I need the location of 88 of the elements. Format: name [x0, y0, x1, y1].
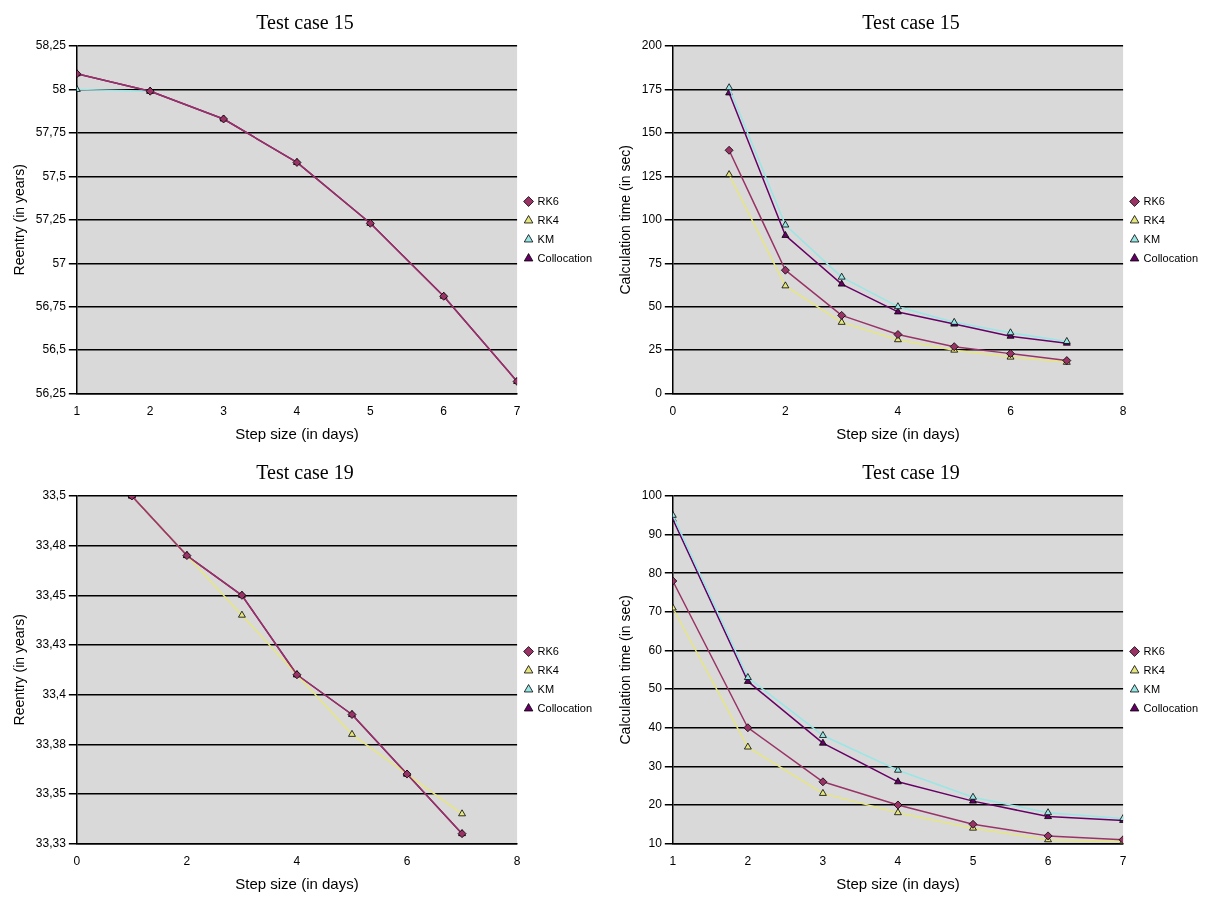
- y-tick-label: 33,43: [35, 637, 67, 652]
- y-tick-label: 33,5: [42, 488, 67, 503]
- legend-label: RK4: [537, 663, 559, 676]
- x-tick-label: 0: [73, 854, 81, 869]
- y-axis-title: Calculation time (in sec): [617, 145, 634, 295]
- x-axis-title: Step size (in days): [235, 875, 359, 893]
- legend-label: KM: [537, 682, 555, 695]
- x-tick-label: 7: [1119, 854, 1127, 869]
- y-tick-label: 33,33: [35, 835, 67, 850]
- x-tick-label: 2: [183, 854, 191, 869]
- x-tick-label: 4: [293, 404, 301, 419]
- legend-label: RK6: [1143, 194, 1165, 207]
- y-tick-label: 150: [641, 125, 663, 140]
- y-tick-label: 58: [52, 81, 67, 96]
- legend-label: RK4: [537, 213, 559, 226]
- x-tick-label: 4: [894, 854, 902, 869]
- x-tick-label: 8: [513, 854, 521, 869]
- x-tick-label: 5: [366, 404, 374, 419]
- legend-label: KM: [1143, 682, 1161, 695]
- legend-label: KM: [537, 232, 555, 245]
- y-tick-label: 50: [648, 299, 663, 314]
- x-tick-label: 6: [1044, 854, 1052, 869]
- x-axis-title: Step size (in days): [235, 425, 359, 443]
- y-axis-title: Calculation time (in sec): [617, 595, 634, 745]
- y-tick-label: 25: [648, 342, 663, 357]
- y-tick-label: 56,75: [35, 299, 67, 314]
- y-tick-label: 56,5: [42, 342, 67, 357]
- legend-label: RK4: [1143, 663, 1165, 676]
- legend-label: RK6: [537, 644, 559, 657]
- x-tick-label: 1: [669, 854, 677, 869]
- y-tick-label: 57: [52, 255, 67, 270]
- y-tick-label: 57,25: [35, 212, 67, 227]
- y-tick-label: 33,4: [42, 686, 67, 701]
- x-tick-label: 3: [220, 404, 228, 419]
- x-tick-label: 4: [894, 404, 902, 419]
- y-tick-label: 175: [641, 81, 663, 96]
- x-tick-label: 2: [146, 404, 154, 419]
- x-tick-label: 6: [440, 404, 448, 419]
- legend-label: RK6: [537, 194, 559, 207]
- x-tick-label: 4: [293, 854, 301, 869]
- legend-label: KM: [1143, 232, 1161, 245]
- y-tick-label: 75: [648, 255, 663, 270]
- y-tick-label: 80: [648, 565, 663, 580]
- legend-label: Collocation: [537, 251, 592, 264]
- x-tick-label: 6: [1007, 404, 1015, 419]
- x-tick-label: 2: [744, 854, 752, 869]
- y-tick-label: 56,25: [35, 385, 67, 400]
- legend-label: RK6: [1143, 644, 1165, 657]
- chart-title: Test case 15: [862, 11, 960, 34]
- y-tick-label: 70: [648, 604, 663, 619]
- x-axis-title: Step size (in days): [836, 425, 960, 443]
- legend-label: Collocation: [537, 701, 592, 714]
- y-tick-label: 200: [641, 38, 663, 53]
- x-tick-label: 6: [403, 854, 411, 869]
- x-tick-label: 0: [669, 404, 677, 419]
- chart-title: Test case 19: [862, 461, 960, 484]
- legend-label: RK4: [1143, 213, 1165, 226]
- x-tick-label: 2: [782, 404, 790, 419]
- y-tick-label: 20: [648, 797, 663, 812]
- x-tick-label: 5: [969, 854, 977, 869]
- y-axis-title: Reentry (in years): [11, 164, 28, 276]
- y-tick-label: 0: [655, 385, 663, 400]
- y-tick-label: 33,45: [35, 587, 67, 602]
- chart-title: Test case 19: [256, 461, 354, 484]
- y-axis-title: Reentry (in years): [11, 614, 28, 726]
- legend-label: Collocation: [1143, 701, 1198, 714]
- x-tick-label: 8: [1119, 404, 1127, 419]
- y-tick-label: 57,5: [42, 168, 67, 183]
- x-tick-label: 1: [73, 404, 81, 419]
- y-tick-label: 57,75: [35, 125, 67, 140]
- y-tick-label: 30: [648, 758, 663, 773]
- y-tick-label: 10: [648, 835, 663, 850]
- chart-title: Test case 15: [256, 11, 354, 34]
- y-tick-label: 50: [648, 681, 663, 696]
- y-tick-label: 100: [641, 488, 663, 503]
- y-tick-label: 33,35: [35, 786, 67, 801]
- y-tick-label: 33,38: [35, 736, 67, 751]
- y-tick-label: 60: [648, 642, 663, 657]
- y-tick-label: 40: [648, 720, 663, 735]
- x-axis-title: Step size (in days): [836, 875, 960, 893]
- y-tick-label: 58,25: [35, 38, 67, 53]
- x-tick-label: 7: [513, 404, 521, 419]
- y-tick-label: 90: [648, 526, 663, 541]
- x-tick-label: 3: [819, 854, 827, 869]
- legend-label: Collocation: [1143, 251, 1198, 264]
- y-tick-label: 125: [641, 168, 663, 183]
- y-tick-label: 33,48: [35, 537, 67, 552]
- y-tick-label: 100: [641, 212, 663, 227]
